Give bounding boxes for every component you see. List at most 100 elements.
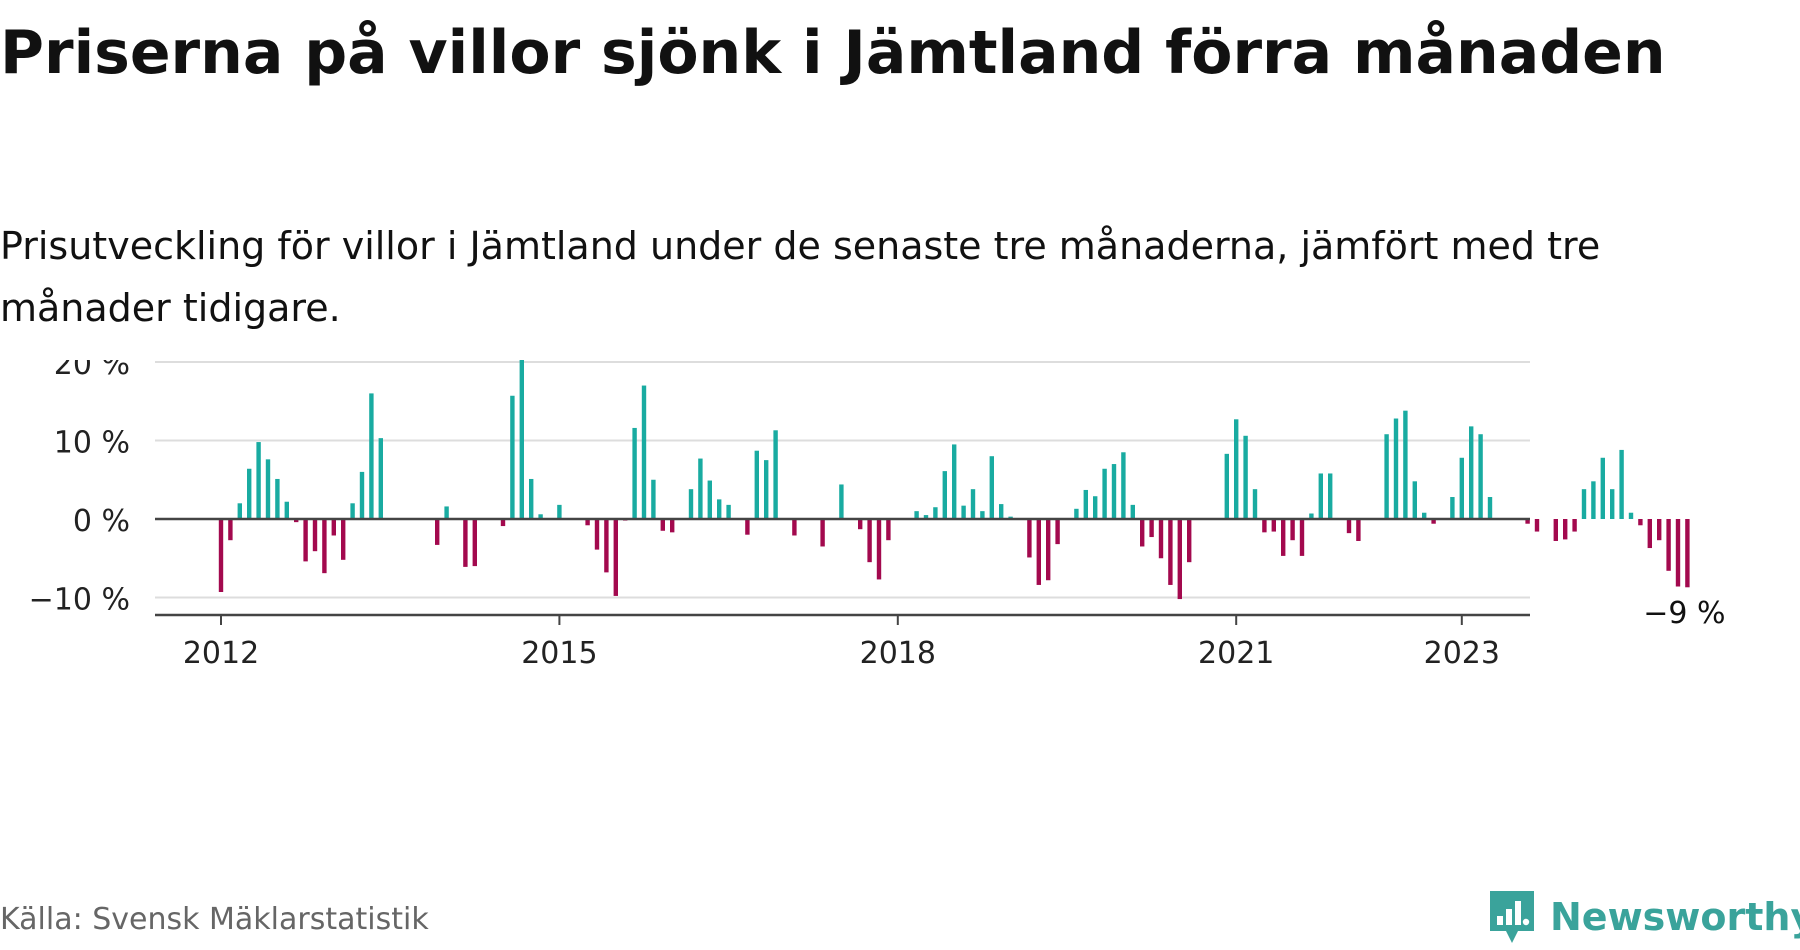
bar (1675, 519, 1681, 587)
bar (1657, 519, 1662, 541)
bar (660, 519, 665, 531)
bar (942, 471, 947, 519)
bar (613, 519, 618, 596)
bar (989, 456, 994, 519)
bar (1563, 519, 1568, 540)
bar (1459, 457, 1464, 519)
newsworthy-brand[interactable]: Newsworthy (1488, 884, 1800, 950)
bar (999, 504, 1004, 519)
bar (1234, 419, 1239, 519)
bar (1412, 481, 1417, 519)
labels: −10 % 0 % 10 % 20 % 2012 2015 2018 2021 2023 −9 % (29, 360, 1729, 671)
bar (585, 519, 590, 526)
bar (933, 507, 938, 519)
bar (265, 459, 271, 519)
bar (1591, 481, 1596, 519)
bar (858, 519, 863, 530)
bar (1478, 434, 1483, 519)
bar (1553, 519, 1558, 541)
bar (463, 519, 468, 567)
bar (1638, 519, 1643, 526)
bar (275, 478, 280, 519)
bar (1149, 519, 1154, 538)
bar (1224, 453, 1229, 519)
bar (1252, 489, 1258, 519)
bar (1318, 473, 1323, 519)
bar (472, 519, 477, 567)
bar (322, 519, 327, 574)
bar (557, 504, 562, 519)
bar (698, 458, 703, 519)
bar (1243, 435, 1248, 519)
bar (707, 480, 712, 519)
bar (651, 479, 656, 519)
source-note: Källa: Svensk Mäklarstatistik (0, 902, 429, 937)
bar (1290, 519, 1295, 541)
x-tick-label: 2021 (1198, 636, 1274, 671)
bar (1027, 519, 1032, 558)
bar (237, 503, 242, 519)
bar (256, 442, 261, 519)
bar (914, 511, 919, 519)
bar (303, 519, 308, 562)
chart-title: Priserna på villor sjönk i Jämtland förr… (0, 18, 1666, 88)
bar (1685, 519, 1690, 588)
bar (1309, 513, 1314, 519)
bar (1328, 473, 1333, 519)
bar (331, 519, 336, 536)
bar (1487, 497, 1493, 519)
bar (1102, 468, 1107, 519)
bar (1111, 464, 1117, 519)
bar (1168, 519, 1173, 585)
bar (1121, 452, 1126, 519)
bar (1393, 418, 1399, 519)
bar (519, 360, 524, 519)
brand-name: Newsworthy (1550, 895, 1800, 939)
bar (717, 499, 722, 519)
bar (764, 460, 769, 519)
x-tick-label: 2015 (521, 636, 597, 671)
bar (294, 519, 299, 523)
bar (876, 519, 882, 580)
end-value-label: −9 % (1643, 596, 1725, 631)
bar (1534, 519, 1540, 532)
axes (155, 517, 1530, 625)
bar (1187, 519, 1192, 563)
bar (632, 427, 637, 519)
bar (350, 503, 355, 519)
y-tick-label: 20 % (54, 360, 130, 382)
bar (284, 501, 289, 519)
bar (1647, 519, 1652, 549)
bar (754, 450, 759, 519)
x-tick-label: 2018 (860, 636, 936, 671)
bar (1619, 449, 1624, 519)
bar (604, 519, 609, 573)
bar (369, 393, 374, 519)
bar (1403, 410, 1408, 519)
bar (341, 519, 346, 560)
bar (1384, 434, 1389, 519)
bar (500, 519, 506, 527)
bar (1271, 519, 1276, 532)
y-tick-label: 10 % (54, 426, 130, 461)
bar (228, 519, 233, 541)
bar (1581, 489, 1587, 519)
bar (1572, 519, 1577, 532)
bar (1074, 508, 1079, 519)
bar (594, 519, 600, 550)
bar (1130, 504, 1135, 519)
bar (218, 519, 224, 593)
bar (1281, 519, 1286, 556)
x-tick-label: 2012 (183, 636, 259, 671)
bar (839, 484, 844, 519)
bar (886, 519, 891, 541)
bar (1628, 512, 1634, 519)
bar (745, 519, 750, 535)
bar (1666, 519, 1671, 571)
bar (670, 519, 675, 533)
bar (359, 471, 365, 519)
bars (218, 360, 1690, 600)
bar (726, 504, 731, 519)
bar (1083, 489, 1088, 519)
y-tick-label: −10 % (29, 583, 130, 618)
